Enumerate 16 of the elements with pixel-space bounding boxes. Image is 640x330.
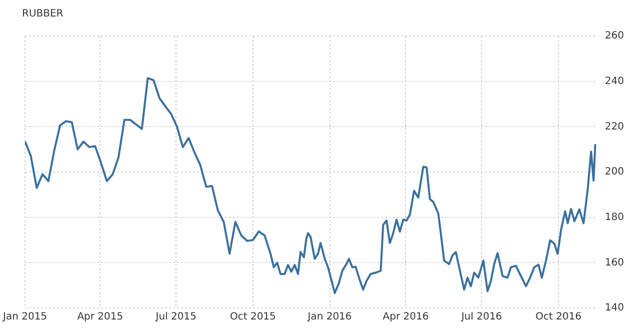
x-tick-label: Apr 2015 bbox=[77, 312, 124, 323]
y-tick-label: 180 bbox=[604, 212, 624, 223]
y-tick-label: 260 bbox=[604, 30, 624, 42]
chart-title: RUBBER bbox=[22, 8, 64, 20]
y-tick-label: 140 bbox=[604, 302, 624, 314]
x-tick-label: Jan 2015 bbox=[2, 312, 48, 323]
y-tick-label: 160 bbox=[604, 257, 624, 268]
x-tick-label: Jul 2015 bbox=[154, 312, 196, 323]
x-tick-label: Jul 2016 bbox=[460, 312, 502, 323]
x-tick-label: Oct 2016 bbox=[536, 312, 582, 323]
y-tick-label: 240 bbox=[604, 76, 624, 87]
y-tick-label: 220 bbox=[604, 121, 624, 132]
y-tick-label: 200 bbox=[604, 166, 624, 178]
x-tick-label: Oct 2015 bbox=[230, 312, 276, 323]
x-tick-label: Apr 2016 bbox=[382, 312, 429, 323]
x-tick-label: Jan 2016 bbox=[306, 312, 352, 323]
